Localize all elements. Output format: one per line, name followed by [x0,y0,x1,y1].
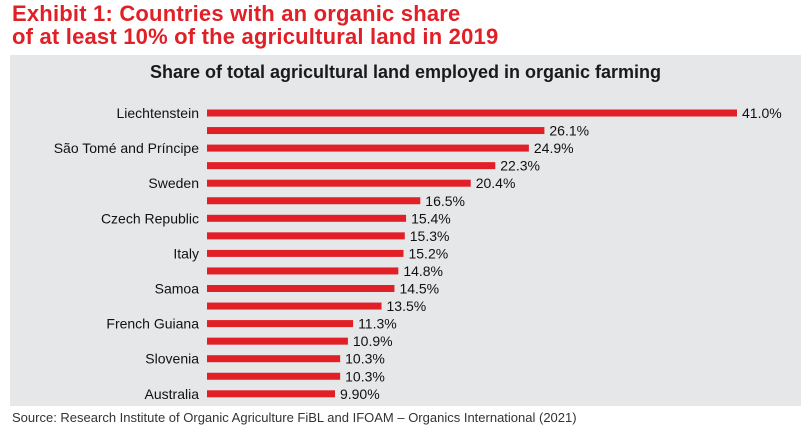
data-label: 41.0% [742,105,782,121]
data-label: 26.1% [549,123,589,139]
bar [207,320,354,328]
bar [207,179,471,187]
bar [207,372,341,380]
bar [207,144,529,152]
data-label: 13.5% [387,298,427,314]
category-label: São Tomé and Príncipe [54,140,199,156]
category-label: Slovenia [145,351,199,367]
category-label: Samoa [155,281,200,297]
bar [207,249,404,257]
bar [207,232,405,240]
bar [207,109,737,117]
category-label: French Guiana [106,316,199,332]
data-label: 10.9% [353,333,393,349]
bar [207,267,399,275]
category-label: Australia [145,386,200,402]
bar [207,162,496,170]
exhibit-title-line-2: of at least 10% of the agricultural land… [12,24,499,49]
category-label: Liechtenstein [116,105,199,121]
category-label: Italy [173,245,199,261]
category-label: Sweden [148,175,199,191]
bar-chart: 41.0% Liechtenstein 26.1%24.9% São Tomé and… [54,105,782,402]
bar [207,337,348,345]
data-label: 20.4% [476,175,516,191]
exhibit-title-line-1: Exhibit 1: Countries with an organic sha… [12,1,461,26]
bar [207,355,341,363]
data-label: 10.3% [345,368,385,384]
data-label: 10.3% [345,351,385,367]
bar [207,214,407,222]
exhibit-title: Exhibit 1: Countries with an organic sha… [12,2,498,48]
bar [207,390,335,398]
chart-panel: Share of total agricultural land employe… [10,55,801,406]
data-label: 16.5% [425,193,465,209]
data-label: 14.5% [399,281,439,297]
data-label: 14.8% [403,263,443,279]
bar [207,285,395,292]
chart-title: Share of total agricultural land employe… [149,62,662,82]
data-label: 15.4% [411,210,451,226]
data-label: 15.3% [410,228,450,244]
data-label: 11.3% [358,316,397,332]
data-label: 15.2% [408,245,448,261]
data-label: 24.9% [534,140,574,156]
data-label: 9.90% [340,386,380,402]
bar [207,127,545,135]
data-label: 22.3% [500,158,540,174]
category-label: Czech Republic [101,210,199,226]
source-note: Source: Research Institute of Organic Ag… [12,410,577,425]
bar [207,197,421,205]
bar [207,302,382,310]
